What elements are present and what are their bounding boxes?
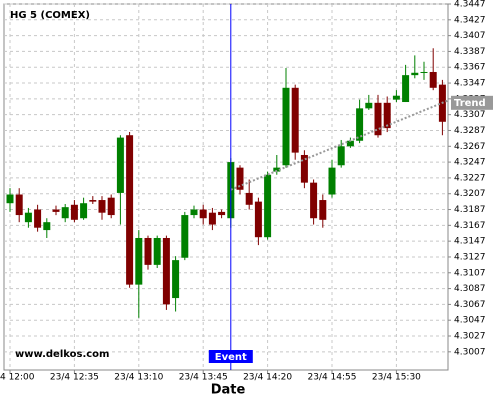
candle-body	[24, 212, 32, 223]
plot-frame	[3, 3, 449, 371]
y-tick-label: 4.3167	[454, 221, 486, 231]
trend-line	[230, 99, 449, 191]
y-tick-label: 4.3107	[454, 268, 486, 278]
candle-body	[300, 154, 308, 183]
candle-body	[392, 95, 400, 100]
y-tick-label: 4.3347	[454, 79, 486, 89]
y-tick-label: 4.3227	[454, 173, 486, 183]
candle-body	[162, 237, 170, 305]
candle-body	[420, 71, 428, 73]
y-tick-label: 4.3367	[454, 63, 486, 73]
y-tick-label: 4.3427	[454, 15, 486, 25]
x-tick-label: 23/4 13:45	[179, 373, 228, 383]
x-tick-label: 23/4 14:20	[243, 373, 292, 383]
x-tick-label: 23/4 15:30	[372, 373, 421, 383]
candle-body	[264, 174, 272, 238]
candle-body	[282, 87, 290, 166]
trend-label: Trend	[454, 98, 486, 109]
candle-body	[135, 237, 143, 285]
candle-body	[153, 237, 161, 265]
y-tick-label: 4.3187	[454, 205, 486, 215]
x-axis-title: Date	[211, 383, 246, 398]
event-label-box	[208, 350, 253, 363]
y-tick-label: 4.3407	[454, 31, 486, 41]
y-tick-label: 4.3087	[454, 284, 486, 294]
y-tick-label: 4.3387	[454, 47, 486, 57]
candle-body	[356, 108, 364, 141]
y-tick-label: 4.3287	[454, 126, 486, 136]
y-tick-label: 4.3147	[454, 237, 486, 247]
candle-body	[374, 102, 382, 136]
y-tick-label: 4.3307	[454, 110, 486, 120]
candle-body	[328, 167, 336, 195]
y-tick-label: 4.3007	[454, 347, 486, 357]
candle-body	[383, 102, 391, 129]
candle-body	[218, 211, 226, 216]
candle-body	[15, 194, 23, 216]
candle-body	[236, 167, 244, 190]
candle-body	[245, 192, 253, 205]
candle-body	[43, 222, 51, 231]
candle-body	[181, 215, 189, 258]
candle-body	[98, 200, 106, 213]
y-tick-label: 4.3267	[454, 142, 486, 152]
candle-body	[365, 102, 373, 109]
candle-body	[291, 87, 299, 153]
candle-body	[89, 200, 97, 202]
watermark: www.delkos.com	[15, 349, 109, 360]
chart-title: HG 5 (COMEX)	[10, 10, 90, 21]
x-tick-label: 23/4 12:35	[50, 373, 99, 383]
y-tick-label: 4.3047	[454, 316, 486, 326]
y-tick-label: 4.3247	[454, 158, 486, 168]
candle-body	[402, 75, 410, 103]
candle-body	[107, 197, 115, 216]
candle-body	[411, 72, 419, 76]
candle-body	[310, 182, 318, 219]
candle-body	[144, 237, 152, 265]
x-tick-label: 23/4 14:55	[307, 373, 356, 383]
candle-body	[80, 203, 88, 219]
y-tick-label: 4.3207	[454, 189, 486, 199]
candle-body	[6, 194, 14, 204]
candle-body	[172, 260, 180, 299]
candle-body	[34, 209, 42, 228]
candle-body	[319, 200, 327, 220]
y-tick-label: 4.3447	[454, 0, 486, 10]
event-label: Event	[215, 352, 247, 363]
candle-body	[199, 209, 207, 219]
candle-body	[429, 71, 437, 88]
candle-body	[70, 204, 78, 220]
x-tick-label: 23/4 13:10	[114, 373, 163, 383]
candle-body	[61, 207, 69, 219]
y-tick-label: 4.3127	[454, 252, 486, 262]
candle-body	[254, 201, 262, 238]
x-tick-label: 23/4 12:00	[0, 373, 35, 383]
candle-body	[273, 167, 281, 172]
candle-body	[116, 137, 124, 193]
candle-body	[208, 212, 216, 225]
candle-body	[126, 135, 134, 285]
candle-body	[52, 209, 60, 212]
candle-body	[346, 140, 354, 147]
candle-body	[190, 209, 198, 216]
candle-body	[337, 146, 345, 166]
y-tick-label: 4.3027	[454, 332, 486, 342]
trend-label-box	[451, 95, 493, 110]
y-tick-label: 4.3067	[454, 300, 486, 310]
